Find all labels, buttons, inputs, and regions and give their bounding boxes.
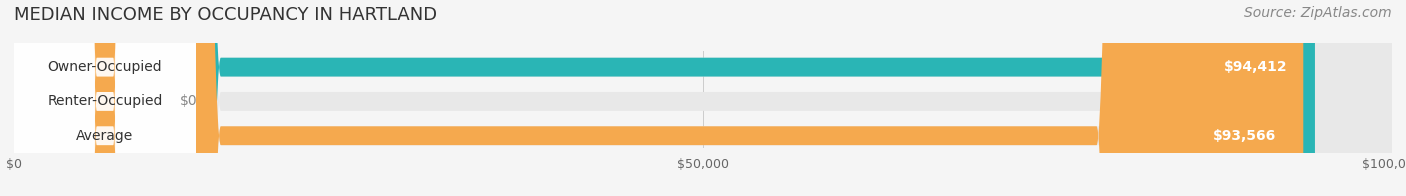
FancyBboxPatch shape xyxy=(14,0,1392,196)
Text: MEDIAN INCOME BY OCCUPANCY IN HARTLAND: MEDIAN INCOME BY OCCUPANCY IN HARTLAND xyxy=(14,6,437,24)
FancyBboxPatch shape xyxy=(14,0,195,196)
Text: Source: ZipAtlas.com: Source: ZipAtlas.com xyxy=(1244,6,1392,20)
Text: Owner-Occupied: Owner-Occupied xyxy=(48,60,162,74)
Text: $0: $0 xyxy=(180,94,197,108)
FancyBboxPatch shape xyxy=(14,0,195,196)
Text: Renter-Occupied: Renter-Occupied xyxy=(48,94,163,108)
FancyBboxPatch shape xyxy=(14,0,1392,196)
FancyBboxPatch shape xyxy=(14,0,1315,196)
FancyBboxPatch shape xyxy=(14,0,195,196)
Text: Average: Average xyxy=(76,129,134,143)
FancyBboxPatch shape xyxy=(14,0,1392,196)
Text: $93,566: $93,566 xyxy=(1212,129,1275,143)
FancyBboxPatch shape xyxy=(14,0,1303,196)
FancyBboxPatch shape xyxy=(14,0,124,196)
Text: $94,412: $94,412 xyxy=(1223,60,1288,74)
